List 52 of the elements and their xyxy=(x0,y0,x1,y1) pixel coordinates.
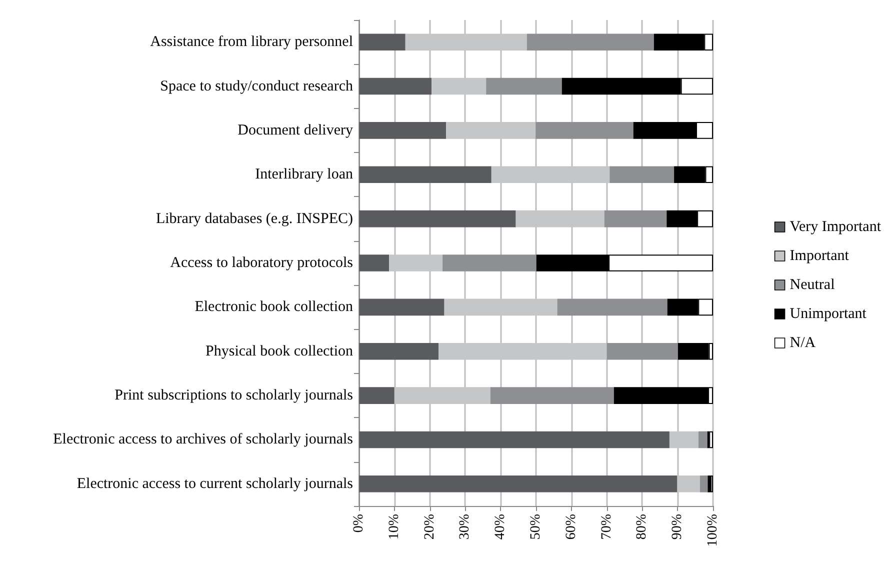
legend-label: Important xyxy=(790,248,850,264)
bar xyxy=(490,387,614,404)
y-tick-label: Print subscriptions to scholarly journals xyxy=(114,388,354,404)
bar xyxy=(359,431,670,448)
bar xyxy=(359,166,492,184)
x-tick-label: 60% xyxy=(564,514,579,540)
x-tick-label: 80% xyxy=(634,514,650,540)
legend-label: Very Important xyxy=(790,219,882,235)
bar xyxy=(604,210,667,228)
bar xyxy=(610,166,674,184)
bar xyxy=(359,210,516,228)
bar xyxy=(698,431,708,448)
x-tick-label: 0% xyxy=(352,514,366,533)
bar xyxy=(359,78,432,95)
y-tick-label: Electronic book collection xyxy=(194,299,354,316)
bar xyxy=(708,476,711,492)
y-tick-label: Physical book collection xyxy=(206,343,354,360)
y-tick-label: Interlibrary loan xyxy=(255,166,354,183)
y-tick-label: Space to study/conduct research xyxy=(160,78,354,94)
bar xyxy=(359,298,444,316)
y-tick-label: Document delivery xyxy=(238,122,354,138)
bar xyxy=(709,431,713,448)
legend-label: Unimportant xyxy=(790,306,868,322)
y-tick-label: Electronic access to archives of scholarly journals xyxy=(53,432,354,448)
x-tick-label: 100% xyxy=(706,514,720,547)
x-tick-label: 40% xyxy=(493,514,508,540)
x-tick-label: 70% xyxy=(599,514,614,540)
x-tick-label: 10% xyxy=(386,514,402,540)
bar xyxy=(557,298,668,316)
x-tick-label: 20% xyxy=(422,514,438,540)
y-tick-label: Assistance from library personnel xyxy=(150,34,353,50)
legend-label: N/A xyxy=(790,335,816,351)
bar xyxy=(526,34,654,50)
bar xyxy=(359,476,678,492)
bar xyxy=(486,78,562,95)
bar xyxy=(678,342,709,360)
bar xyxy=(606,342,678,360)
bar xyxy=(359,387,394,404)
bar xyxy=(700,476,708,492)
bar xyxy=(359,254,390,272)
x-tick-label: 50% xyxy=(528,514,544,540)
bar xyxy=(359,122,446,139)
bar xyxy=(359,342,439,360)
x-tick-label: 30% xyxy=(458,514,473,540)
y-tick-label: Electronic access to current scholarly journals xyxy=(76,476,354,492)
bar xyxy=(359,34,406,50)
legend-label: Neutral xyxy=(790,277,835,293)
y-tick-label: Library databases (e.g. INSPEC) xyxy=(156,210,353,227)
bar xyxy=(442,254,536,272)
bar xyxy=(536,122,634,139)
x-tick-label: 90% xyxy=(670,514,686,540)
y-tick-label: Access to laboratory protocols xyxy=(170,255,354,271)
